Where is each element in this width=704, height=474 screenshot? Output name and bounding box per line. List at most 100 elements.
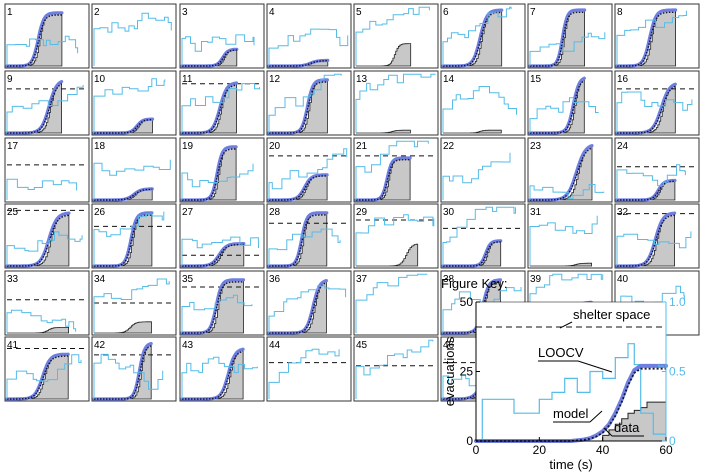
panel-10-label: 10 [94,74,106,85]
panel-26-risk-line [93,211,165,266]
panel-14-risk-line [442,86,517,133]
panel-31-frame [527,203,613,269]
panel-33-risk-line [6,309,77,333]
panel-7-loocv-line [530,11,585,67]
panel-29-frame [353,203,439,269]
panel-36-loocv-line [269,282,327,334]
panel-31 [527,203,613,269]
panel-9 [4,70,90,136]
panel-5-data-area [356,43,412,67]
panel-4-frame [266,3,352,69]
panel-45-frame [353,336,439,402]
panel-30-label: 30 [443,207,455,218]
panel-27-loocv-line [182,243,244,267]
panel-21-risk-line [355,140,429,200]
panel-24 [614,137,700,203]
key-leader-data [603,427,613,437]
panel-18 [91,137,177,203]
panel-45-label: 45 [356,340,368,351]
panel-9-label: 9 [7,74,13,85]
key-y-axis-label: evacuations [442,336,457,406]
panel-37-frame [353,270,439,336]
panel-35-risk-line [181,294,253,333]
panel-6-loocv-line [443,11,502,67]
panel-44-risk-line [268,348,340,399]
panel-38-loocv-line [443,281,501,334]
panel-1-label: 1 [7,7,13,18]
panel-15-loocv-line [530,80,585,134]
panel-37-label: 37 [356,274,368,285]
key-right-tick-label: 1.0 [669,295,686,309]
panel-21 [353,137,439,203]
panel-36 [266,270,352,336]
panel-35-loocv-line [182,281,244,334]
panel-1 [4,3,90,69]
panel-23 [527,137,613,203]
panel-30 [440,203,526,269]
panel-42-label: 42 [94,340,106,351]
panel-46-label: 46 [443,340,455,351]
panel-7-label: 7 [530,7,536,18]
panel-29-label: 29 [356,207,368,218]
key-title: Figure Key: [441,276,507,291]
panel-25-loocv-line [7,214,69,267]
panel-2-label: 2 [94,7,100,18]
panel-45 [353,336,439,402]
panel-11-label: 11 [182,74,193,85]
panel-18-loocv-line [94,188,153,201]
key-leader-loocv [577,360,613,373]
panel-3 [179,3,265,69]
key-y-tick-label: 0 [466,434,473,448]
panel-11-loocv-line [182,84,237,134]
panel-4-loocv-line [269,60,328,67]
panel-35-label: 35 [182,274,194,285]
panel-28-risk-line [268,228,341,266]
panel-21-loocv-line [356,159,411,201]
panel-18-risk-line [93,159,171,200]
panel-3-risk-line [181,34,255,66]
panel-11 [179,70,265,136]
panel-2-risk-line [93,12,172,66]
panel-34-label: 34 [94,274,106,285]
panel-17 [4,137,90,203]
panel-32 [614,203,700,269]
panel-20-risk-line [268,148,348,200]
panel-27 [179,203,265,269]
panel-13-label: 13 [356,74,368,85]
panel-29-risk-line [355,214,435,266]
panel-43-loocv-line [182,350,244,400]
panel-33 [4,270,90,336]
panel-30-risk-line [442,206,516,266]
panel-36-risk-line [268,285,347,333]
panel-41-risk-line [6,354,82,399]
panel-19-loocv-line [182,148,237,201]
panel-20 [266,137,352,203]
panel-25-risk-line [6,231,83,266]
panel-10 [91,70,177,136]
panel-3-loocv-line [182,49,237,67]
panel-22-risk-line [442,152,511,200]
panel-22-label: 22 [443,141,455,152]
key-annotation-model: model [553,406,589,421]
key-leader-shelter [559,321,573,329]
key-annotation-shelter: shelter space [573,307,650,322]
panel-6-label: 6 [443,7,449,18]
panel-28 [266,203,352,269]
panel-12-risk-line [268,73,342,133]
panel-34-data-area [94,321,152,334]
panel-13-risk-line [355,73,436,133]
panel-25 [4,203,90,269]
panel-18-label: 18 [94,141,106,152]
panel-44 [266,336,352,402]
key-data-area [476,401,667,442]
panel-12-label: 12 [269,74,281,85]
panel-5-label: 5 [356,7,362,18]
panel-37-risk-line [355,273,428,333]
panel-13 [353,70,439,136]
panel-23-label: 23 [530,141,542,152]
panel-23-loocv-line [530,147,593,201]
panel-14 [440,70,526,136]
key-x-tick-label: 0 [473,443,480,457]
panel-19-risk-line [181,163,254,200]
